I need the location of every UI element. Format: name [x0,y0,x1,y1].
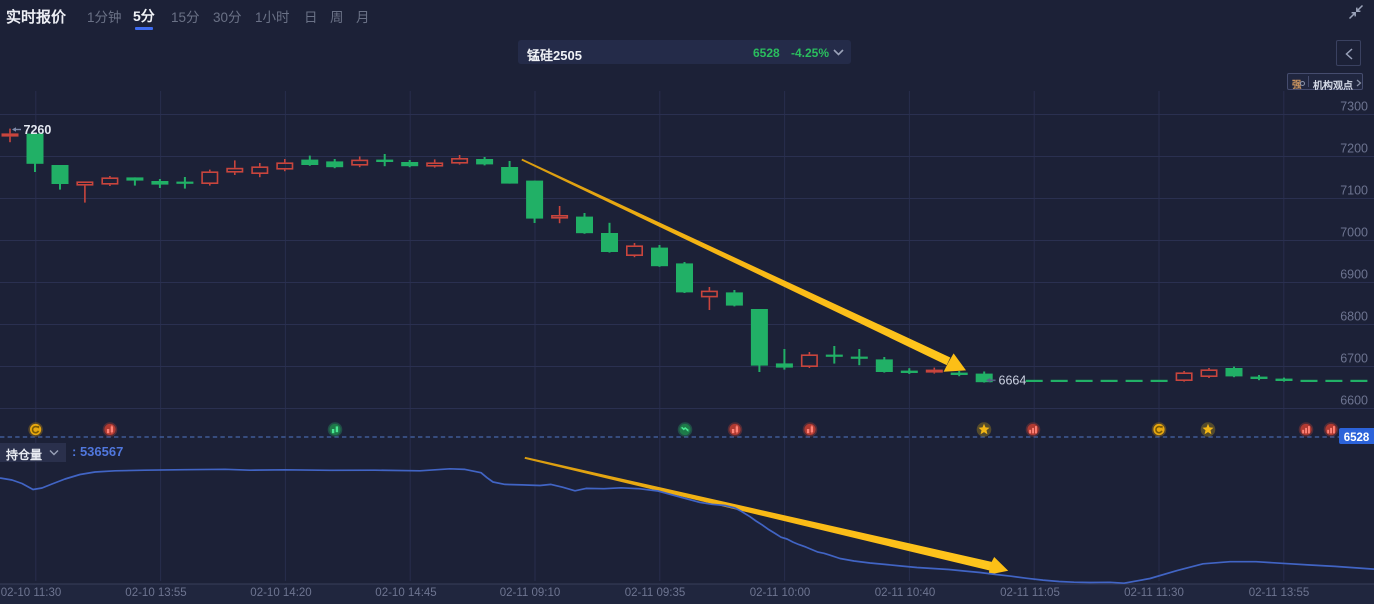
svg-text:6600: 6600 [1340,394,1368,408]
svg-text:02-11 11:30: 02-11 11:30 [1124,587,1184,599]
svg-text:7300: 7300 [1340,100,1368,114]
svg-text:02-10 14:45: 02-10 14:45 [375,587,436,599]
svg-text:6900: 6900 [1340,268,1368,282]
svg-text:02-11 10:40: 02-11 10:40 [875,587,936,599]
svg-text:6800: 6800 [1340,310,1368,324]
svg-text:02-11 09:35: 02-11 09:35 [625,587,686,599]
svg-text:6664: 6664 [999,373,1027,387]
svg-text:7200: 7200 [1340,142,1368,156]
svg-text:7260: 7260 [24,123,52,137]
svg-text:6700: 6700 [1340,352,1368,366]
svg-text:02-11 09:10: 02-11 09:10 [500,587,561,599]
svg-text:02-10 14:20: 02-10 14:20 [250,587,311,599]
svg-text:7100: 7100 [1340,184,1368,198]
svg-text:02-10 13:55: 02-10 13:55 [125,587,186,599]
svg-text:02-11 13:55: 02-11 13:55 [1249,587,1310,599]
svg-text:02-11 10:00: 02-11 10:00 [750,587,811,599]
svg-text:02-10 11:30: 02-10 11:30 [1,587,62,599]
svg-text:7000: 7000 [1340,226,1368,240]
svg-text:02-11 11:05: 02-11 11:05 [1000,587,1060,599]
